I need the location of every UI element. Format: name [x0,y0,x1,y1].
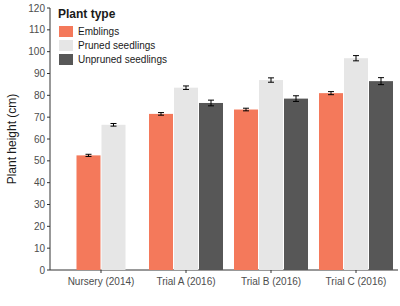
y-tick [47,160,50,161]
x-tick-label: Nursery (2014) [68,276,135,287]
legend-label: Unpruned seedlings [78,54,167,65]
y-tick-label: 110 [29,24,45,35]
error-cap [328,91,334,92]
y-tick [47,139,50,140]
error-stem [211,100,212,106]
error-cap [158,115,164,116]
error-cap [208,105,214,106]
y-tick-label: 0 [39,265,45,276]
error-cap [293,95,299,96]
error-cap [268,82,274,83]
bar [149,114,173,270]
y-tick [47,204,50,205]
error-cap [293,101,299,102]
error-bar [183,86,189,89]
error-cap [353,55,359,56]
x-tick-label: Trial C (2016) [326,276,387,287]
error-bar [378,78,384,85]
error-cap [243,108,249,109]
y-tick-label: 60 [34,134,46,145]
y-tick [47,117,50,118]
error-bar [293,96,299,102]
bar [77,155,101,270]
error-stem [296,96,297,102]
error-cap [86,156,92,157]
bar [284,99,308,270]
y-tick [47,51,50,52]
error-bar [158,113,164,116]
legend-title: Plant type [58,7,116,21]
error-bar [243,108,249,111]
bar [369,81,393,270]
x-tick [356,270,357,273]
bar [234,110,258,270]
legend-key [59,40,73,51]
y-tick-label: 100 [28,46,45,57]
legend-key [59,26,73,37]
error-cap [268,77,274,78]
legend: Plant type Emblings Pruned seedlings Unprun… [58,7,167,65]
legend-key [59,54,73,65]
x-tick [271,270,272,273]
error-cap [328,94,334,95]
x-tick-label: Trial B (2016) [241,276,301,287]
y-tick-label: 10 [34,243,46,254]
error-cap [111,123,117,124]
y-tick-label: 120 [28,3,45,14]
y-tick [47,8,50,9]
y-tick-label: 30 [34,199,46,210]
error-cap [378,77,384,78]
y-tick [47,95,50,96]
y-tick [47,226,50,227]
y-tick [47,270,50,271]
y-tick-label: 90 [34,68,46,79]
error-bar [328,92,334,95]
error-cap [208,100,214,101]
error-bar [86,154,92,156]
error-stem [356,56,357,61]
error-cap [243,110,249,111]
error-stem [271,78,272,82]
error-stem [381,78,382,85]
error-cap [158,112,164,113]
y-tick [47,182,50,183]
y-tick [47,73,50,74]
bar [319,93,343,270]
y-axis-label: Plant height (cm) [5,94,19,185]
y-tick [47,29,50,30]
x-tick [101,270,102,273]
error-bar [208,100,214,106]
bar [174,88,198,270]
y-tick-label: 70 [34,112,46,123]
error-cap [183,89,189,90]
bar [102,125,126,270]
error-cap [111,126,117,127]
legend-label: Pruned seedlings [78,40,155,51]
error-cap [378,84,384,85]
error-cap [86,154,92,155]
error-bar [111,123,117,126]
bar [199,103,223,270]
legend-label: Emblings [78,26,119,37]
error-cap [183,85,189,86]
bars [77,56,394,270]
chart: 0 10 20 30 40 50 60 70 80 90 100 110 120 Plant height… [0,0,400,306]
error-bar [353,56,359,61]
y-tick-label: 20 [34,221,46,232]
error-cap [353,60,359,61]
y-tick [47,248,50,249]
y-tick-label: 40 [34,177,46,188]
x-tick [186,270,187,273]
bar [344,58,368,270]
error-bar [268,78,274,82]
bar [259,80,283,270]
y-tick-label: 50 [34,155,46,166]
error-stem [186,86,187,89]
x-tick-label: Trial A (2016) [156,276,215,287]
y-tick-label: 80 [34,90,46,101]
